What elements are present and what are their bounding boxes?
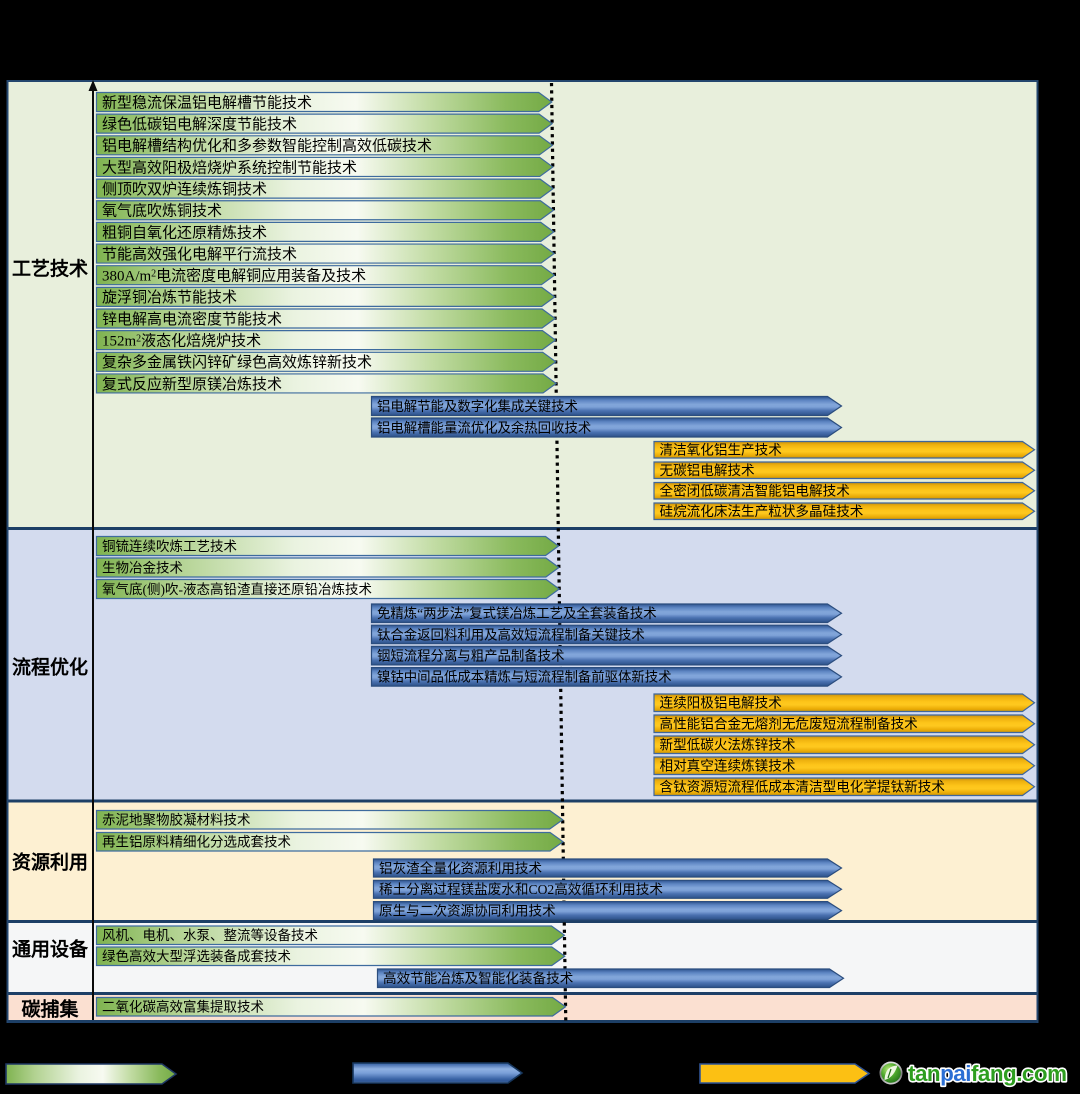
svg-text:铝电解槽能量流优化及余热回收技术: 铝电解槽能量流优化及余热回收技术 xyxy=(377,419,591,435)
svg-text:免精炼“两步法”复式镁冶炼工艺及全套装备技术: 免精炼“两步法”复式镁冶炼工艺及全套装备技术 xyxy=(377,605,657,621)
svg-text:二氧化碳高效富集提取技术: 二氧化碳高效富集提取技术 xyxy=(102,999,264,1015)
svg-text:再生铝原料精细化分选成套技术: 再生铝原料精细化分选成套技术 xyxy=(102,835,291,850)
svg-text:钛合金返回料利用及高效短流程制备关键技术: 钛合金返回料利用及高效短流程制备关键技术 xyxy=(377,626,645,642)
svg-text:全密闭低碳清洁智能铝电解技术: 全密闭低碳清洁智能铝电解技术 xyxy=(660,483,851,499)
svg-text:连续阳极铝电解技术: 连续阳极铝电解技术 xyxy=(660,696,783,711)
svg-text:硅烷流化床法生产粒状多晶硅技术: 硅烷流化床法生产粒状多晶硅技术 xyxy=(660,503,864,519)
svg-text:大型高效阳极焙烧炉系统控制节能技术: 大型高效阳极焙烧炉系统控制节能技术 xyxy=(102,159,357,176)
svg-text:复式反应新型原镁冶炼技术: 复式反应新型原镁冶炼技术 xyxy=(102,375,282,393)
svg-text:152m2液态化焙烧炉技术: 152m2液态化焙烧炉技术 xyxy=(102,333,261,350)
svg-text:铜锍连续吹炼工艺技术: 铜锍连续吹炼工艺技术 xyxy=(102,539,237,554)
svg-text:tanpaifang.com: tanpaifang.com xyxy=(908,1061,1066,1086)
svg-text:无碳铝电解技术: 无碳铝电解技术 xyxy=(660,463,756,478)
svg-text:相对真空连续炼镁技术: 相对真空连续炼镁技术 xyxy=(660,759,796,774)
svg-text:原生与二次资源协同利用技术: 原生与二次资源协同利用技术 xyxy=(379,904,556,919)
svg-text:绿色低碳铝电解深度节能技术: 绿色低碳铝电解深度节能技术 xyxy=(102,116,297,133)
svg-text:氧气底(侧)吹-液态高铅渣直接还原铅冶炼技术: 氧气底(侧)吹-液态高铅渣直接还原铅冶炼技术 xyxy=(102,581,372,597)
svg-text:稀土分离过程镁盐废水和CO2高效循环利用技术: 稀土分离过程镁盐废水和CO2高效循环利用技术 xyxy=(379,881,663,897)
svg-text:380A/m2电流密度电解铜应用装备及技术: 380A/m2电流密度电解铜应用装备及技术 xyxy=(102,267,366,285)
svg-text:碳捕集: 碳捕集 xyxy=(21,998,79,1021)
svg-text:旋浮铜冶炼节能技术: 旋浮铜冶炼节能技术 xyxy=(102,289,237,306)
svg-text:风机、电机、水泵、整流等设备技术: 风机、电机、水泵、整流等设备技术 xyxy=(102,927,318,943)
svg-text:高性能铝合金无熔剂无危废短流程制备技术: 高性能铝合金无熔剂无危废短流程制备技术 xyxy=(660,716,919,732)
svg-text:新型稳流保温铝电解槽节能技术: 新型稳流保温铝电解槽节能技术 xyxy=(102,94,312,111)
svg-text:赤泥地聚物胶凝材料技术: 赤泥地聚物胶凝材料技术 xyxy=(102,812,251,828)
svg-text:绿色高效大型浮选装备成套技术: 绿色高效大型浮选装备成套技术 xyxy=(102,948,291,964)
svg-text:资源利用: 资源利用 xyxy=(12,851,88,874)
svg-text:工艺技术: 工艺技术 xyxy=(12,257,88,280)
svg-text:铝电解槽结构优化和多参数智能控制高效低碳技术: 铝电解槽结构优化和多参数智能控制高效低碳技术 xyxy=(102,137,432,155)
svg-text:节能高效强化电解平行流技术: 节能高效强化电解平行流技术 xyxy=(102,246,297,263)
svg-text:铟短流程分离与粗产品制备技术: 铟短流程分离与粗产品制备技术 xyxy=(377,648,564,664)
svg-text:镍钴中间品低成本精炼与短流程制备前驱体新技术: 镍钴中间品低成本精炼与短流程制备前驱体新技术 xyxy=(377,669,672,685)
svg-text:新型低碳火法炼锌技术: 新型低碳火法炼锌技术 xyxy=(660,738,796,753)
svg-text:铝灰渣全量化资源利用技术: 铝灰渣全量化资源利用技术 xyxy=(379,860,543,876)
svg-text:氧气底吹炼铜技术: 氧气底吹炼铜技术 xyxy=(102,203,222,220)
svg-text:高效节能冶炼及智能化装备技术: 高效节能冶炼及智能化装备技术 xyxy=(383,970,574,986)
svg-text:通用设备: 通用设备 xyxy=(12,938,89,961)
svg-text:流程优化: 流程优化 xyxy=(12,656,88,679)
svg-text:清洁氧化铝生产技术: 清洁氧化铝生产技术 xyxy=(660,443,783,458)
svg-text:粗铜自氧化还原精炼技术: 粗铜自氧化还原精炼技术 xyxy=(102,224,267,241)
svg-text:含钛资源短流程低成本清洁型电化学提钛新技术: 含钛资源短流程低成本清洁型电化学提钛新技术 xyxy=(660,780,946,795)
svg-text:铝电解节能及数字化集成关键技术: 铝电解节能及数字化集成关键技术 xyxy=(377,399,578,414)
svg-text:侧顶吹双炉连续炼铜技术: 侧顶吹双炉连续炼铜技术 xyxy=(102,181,267,198)
svg-text:复杂多金属铁闪锌矿绿色高效炼锌新技术: 复杂多金属铁闪锌矿绿色高效炼锌新技术 xyxy=(102,353,372,371)
svg-text:生物冶金技术: 生物冶金技术 xyxy=(102,560,183,575)
svg-text:锌电解高电流密度节能技术: 锌电解高电流密度节能技术 xyxy=(102,311,282,328)
